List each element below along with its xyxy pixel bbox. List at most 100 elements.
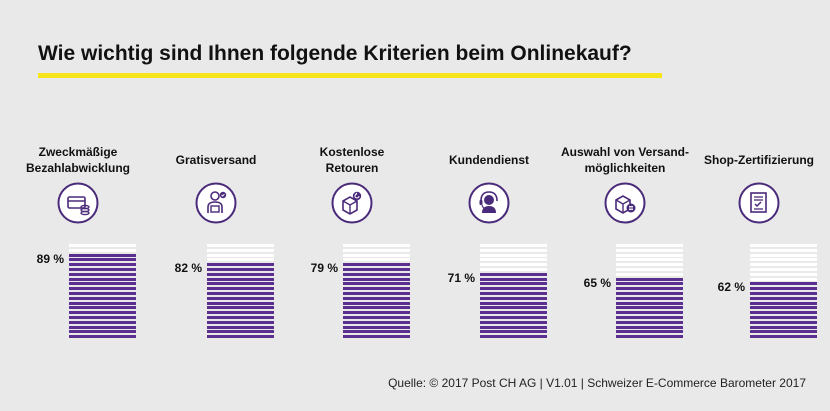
bar-segment-filled [69, 258, 136, 262]
certificate-icon [738, 182, 780, 224]
bar-segment-filled [616, 316, 683, 319]
bar-segment-empty [616, 258, 683, 262]
bar-segment-filled [343, 272, 410, 276]
category-label: Auswahl von Versand-möglichkeiten [555, 140, 695, 180]
bar-segment-filled [616, 320, 683, 324]
bar-segment-filled [343, 335, 410, 339]
category-label: Zweckmäßige Bezahlabwicklung [8, 140, 148, 180]
bar-segment-filled [480, 282, 547, 286]
bar-segment-filled [69, 311, 136, 315]
bar-segment-filled [750, 296, 817, 300]
bar-segment-filled [69, 330, 136, 334]
bar-segment-empty [750, 258, 817, 262]
bar-segment-empty [616, 272, 683, 276]
bar-segment-filled [207, 296, 274, 300]
category-label-line: Kundendienst [449, 153, 529, 167]
bar-segment-filled [616, 335, 683, 339]
customer-service-headset-icon [468, 182, 510, 224]
bar-segment-filled [343, 277, 410, 281]
criterion-column: Zweckmäßige Bezahlabwicklung 89 % [8, 130, 148, 345]
bar-segment-filled [207, 287, 274, 291]
bar-segment-filled [69, 268, 136, 271]
bar-segment-empty [750, 244, 817, 247]
bar-segment-filled [343, 311, 410, 315]
bar-segment-filled [69, 335, 136, 339]
category-label-line: Zweckmäßige [38, 145, 118, 159]
bar-segment-filled [480, 316, 547, 319]
bar-segment-empty [343, 253, 410, 257]
category-label: Shop-Zertifizierung [689, 140, 829, 180]
bar-segment-filled [750, 335, 817, 339]
bar-segment-filled [750, 306, 817, 310]
return-package-icon [331, 182, 373, 224]
bar-segment-filled [69, 316, 136, 319]
bar-segment-filled [343, 287, 410, 291]
bar-segment-empty [69, 244, 136, 247]
bar-segment-empty [207, 248, 274, 252]
bar-segment-filled [343, 301, 410, 305]
category-label-line: möglichkeiten [584, 161, 666, 175]
title-underline [38, 73, 662, 78]
payment-icon [57, 182, 99, 224]
value-label: 89 % [36, 251, 64, 266]
chart-title: Wie wichtig sind Ihnen folgende Kriterie… [38, 42, 632, 65]
bar-segment-filled [480, 335, 547, 339]
bar-segment-empty [343, 244, 410, 247]
criterion-column: Shop-Zertifizierung 62 % [689, 130, 829, 345]
bar-segment-empty [750, 277, 817, 281]
bar-segment-filled [343, 316, 410, 319]
bar-segment-empty [480, 248, 547, 252]
category-label: Kostenlose Retouren [282, 140, 422, 180]
value-label: 79 % [310, 261, 338, 276]
bar-segment-filled [69, 287, 136, 291]
bar-segment-filled [616, 325, 683, 329]
category-label: Gratisversand [146, 140, 286, 180]
bar-segment-filled [480, 301, 547, 305]
bar-segment-filled [207, 301, 274, 305]
bar-segment-filled [480, 287, 547, 291]
bar-segment-filled [480, 325, 547, 329]
bar-segment-filled [480, 292, 547, 295]
bar-segment-filled [207, 263, 274, 267]
bar-segment-filled [616, 282, 683, 286]
bar-segment-filled [616, 277, 683, 281]
bar-segment-filled [343, 306, 410, 310]
bar-segment-filled [480, 306, 547, 310]
bar-segment-filled [207, 306, 274, 310]
bar-segment-filled [69, 325, 136, 329]
bar-segment-filled [207, 325, 274, 329]
bar-segment-filled [616, 292, 683, 295]
bar-segment-filled [343, 330, 410, 334]
bar-segment-filled [69, 277, 136, 281]
shipping-options-icon [604, 182, 646, 224]
criterion-column: Kostenlose Retouren 79 % [282, 130, 422, 345]
bar-segment-empty [480, 268, 547, 271]
value-bar [616, 244, 683, 340]
bar-segment-filled [616, 301, 683, 305]
bar-segment-filled [69, 282, 136, 286]
criterion-column: Auswahl von Versand-möglichkeiten 65 % [555, 130, 695, 345]
bar-segment-empty [207, 253, 274, 257]
bar-segment-filled [750, 282, 817, 286]
bar-segment-filled [750, 320, 817, 324]
bar-segment-filled [750, 316, 817, 319]
bar-segment-filled [480, 277, 547, 281]
bar-segment-filled [343, 268, 410, 271]
bar-segment-empty [750, 268, 817, 271]
bar-segment-filled [69, 272, 136, 276]
bar-segment-empty [750, 253, 817, 257]
bar-segment-filled [207, 335, 274, 339]
bar-segment-empty [207, 244, 274, 247]
bar-segment-filled [480, 330, 547, 334]
value-label: 65 % [583, 275, 611, 290]
bar-segment-filled [343, 325, 410, 329]
bar-segment-empty [616, 268, 683, 271]
bar-segment-empty [343, 258, 410, 262]
bar-segment-filled [207, 320, 274, 324]
bar-segment-empty [750, 263, 817, 267]
bar-segment-filled [69, 301, 136, 305]
category-label-line: Kostenlose [319, 145, 385, 159]
bar-segment-empty [616, 263, 683, 267]
bar-segment-filled [207, 330, 274, 334]
value-label: 62 % [717, 280, 745, 295]
